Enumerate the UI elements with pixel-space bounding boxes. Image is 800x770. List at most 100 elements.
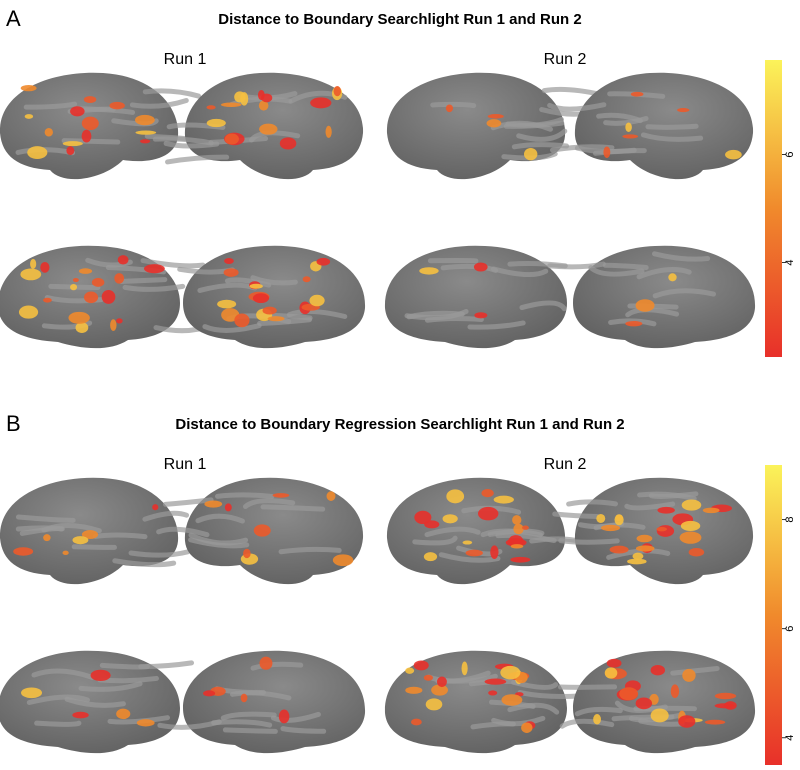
activation <box>44 127 53 137</box>
activation <box>473 262 488 272</box>
activation <box>681 499 702 511</box>
activation <box>83 96 97 104</box>
activation <box>72 536 89 545</box>
activation <box>81 530 99 540</box>
activation <box>510 544 524 549</box>
activation <box>316 257 331 266</box>
colorbar-tick-label: 4 <box>784 735 796 741</box>
activation <box>333 85 342 97</box>
sulcus <box>31 668 95 680</box>
activation <box>714 692 737 700</box>
brain-surface <box>152 72 364 180</box>
sulcus <box>286 308 348 320</box>
sulcus <box>645 123 699 130</box>
activation <box>436 676 447 688</box>
activation <box>625 320 643 327</box>
sulcus <box>156 526 210 538</box>
sulcus <box>517 690 582 699</box>
activation <box>625 122 632 132</box>
cortex <box>573 245 756 349</box>
activation <box>630 91 644 97</box>
run-label: Run 2 <box>544 51 587 68</box>
activation <box>144 264 165 274</box>
activation <box>650 665 666 676</box>
sulcus <box>652 251 711 262</box>
activation <box>627 558 647 565</box>
activation <box>481 489 494 498</box>
activation <box>62 550 69 556</box>
sulcus <box>511 142 570 150</box>
activation <box>278 709 290 724</box>
activation <box>505 538 527 547</box>
activation <box>603 146 611 158</box>
activation <box>670 684 680 699</box>
activation <box>679 531 702 544</box>
sulcus <box>250 275 298 286</box>
run-label: Run 1 <box>164 456 207 473</box>
sulcus <box>112 558 177 568</box>
activation <box>224 503 232 512</box>
activation <box>431 684 449 696</box>
cortex <box>184 477 364 585</box>
activation <box>310 97 332 109</box>
activation <box>136 719 155 727</box>
sulcus <box>15 514 76 523</box>
sulcus <box>64 696 126 708</box>
activation <box>259 123 278 135</box>
activation <box>410 718 422 726</box>
colorbar-tick-label: 6 <box>784 626 796 632</box>
activation <box>249 283 263 289</box>
activation <box>442 514 458 524</box>
panel-label: A <box>6 6 21 31</box>
sulcus <box>490 266 549 278</box>
sulcus <box>230 690 292 701</box>
activation <box>30 258 37 269</box>
brain-surface <box>384 245 568 349</box>
sulcus <box>624 501 676 511</box>
sulcus <box>412 535 458 546</box>
cortex <box>183 245 366 349</box>
activation <box>678 715 696 728</box>
sulcus <box>188 532 249 546</box>
activation <box>309 294 325 307</box>
sulcus <box>592 148 647 156</box>
sulcus <box>211 719 273 728</box>
sulcus <box>559 718 615 729</box>
sulcus <box>224 277 272 288</box>
sulcus <box>516 128 568 142</box>
activation <box>20 268 42 281</box>
activation <box>680 520 701 531</box>
activation <box>114 273 125 284</box>
activation <box>522 525 529 530</box>
activation <box>302 276 311 283</box>
activation <box>261 93 273 103</box>
sulcus <box>19 526 65 536</box>
activation <box>724 701 737 710</box>
activation <box>704 719 726 725</box>
brain-surface <box>547 245 756 349</box>
sulcus <box>426 670 491 684</box>
sulcus <box>195 513 245 524</box>
sulcus <box>128 549 191 558</box>
activation <box>13 547 34 556</box>
activation <box>635 299 655 312</box>
activation <box>445 104 454 113</box>
brain-surface <box>386 72 604 180</box>
sulcus <box>636 267 692 280</box>
activation <box>27 146 48 159</box>
colorbar <box>765 60 782 357</box>
activation <box>75 322 89 333</box>
sulcus <box>547 102 607 112</box>
sulcus <box>566 499 619 507</box>
sulcus <box>48 283 101 291</box>
activation <box>240 92 249 106</box>
sulcus <box>257 317 313 326</box>
brain-surface <box>157 650 366 754</box>
brain-surface <box>0 650 195 754</box>
activation <box>325 125 332 138</box>
activation <box>272 493 290 498</box>
sulcus <box>480 528 543 538</box>
sulcus <box>71 544 117 550</box>
sulcus <box>260 504 326 512</box>
